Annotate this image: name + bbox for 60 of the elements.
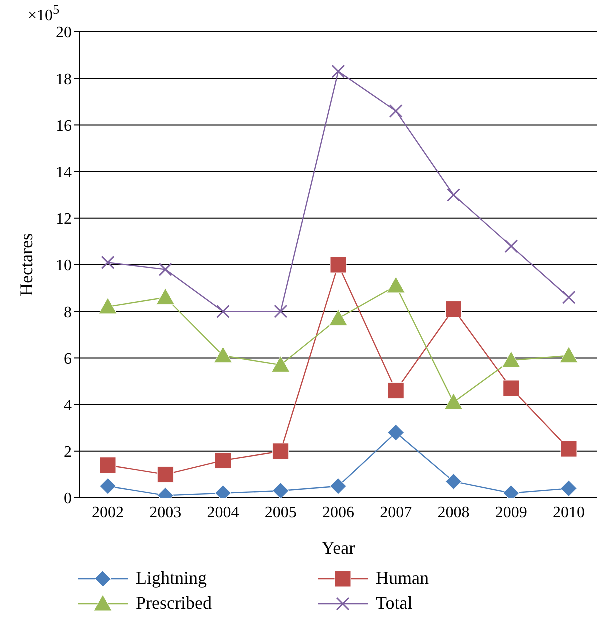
point	[272, 443, 290, 460]
point	[216, 304, 230, 318]
point	[388, 382, 404, 400]
x-tick-label: 2003	[150, 504, 182, 522]
x-tick-label: 2007	[380, 504, 412, 522]
point	[560, 440, 578, 458]
x-tick-label: 2005	[264, 504, 297, 522]
point	[272, 482, 290, 498]
point	[100, 457, 116, 474]
y-tick-label: 4	[64, 397, 72, 414]
legend-label: Human	[376, 568, 429, 589]
x-tick-label: 2008	[438, 504, 470, 522]
x-axis-title: Year	[322, 538, 356, 558]
point	[504, 240, 518, 254]
text: ×10$^{5}$	[28, 2, 60, 26]
point	[330, 478, 347, 495]
x-tick-label: 2009	[495, 504, 528, 522]
point	[100, 478, 116, 495]
y-tick-label: 12	[56, 211, 72, 228]
point	[98, 298, 118, 314]
point	[503, 380, 520, 397]
y-axis-title: Hectares	[16, 234, 36, 296]
point	[560, 346, 578, 364]
y-tick-label: 14	[56, 164, 72, 182]
point	[274, 304, 288, 318]
point	[386, 276, 406, 294]
point	[157, 466, 174, 483]
point	[562, 290, 576, 304]
point	[446, 473, 462, 490]
point	[215, 452, 232, 469]
point	[444, 393, 463, 410]
point	[272, 356, 290, 372]
y-tick-label: 16	[56, 118, 72, 135]
point	[447, 188, 460, 202]
legend-label: Prescribed	[136, 593, 212, 614]
x-tick-label: 2002	[92, 504, 124, 522]
y-tick-label: 0	[64, 490, 72, 508]
y-tick-label: 2	[64, 444, 72, 462]
y-tick-label: 6	[64, 350, 72, 368]
legend-label: Lightning	[136, 568, 207, 589]
x-tick-label: 2004	[207, 504, 240, 522]
point	[101, 256, 115, 270]
point	[389, 104, 403, 118]
y-tick-label: 10	[56, 258, 72, 275]
point	[329, 309, 348, 326]
y-tick-label: 18	[56, 71, 72, 88]
x-tick-label: 2006	[322, 504, 354, 522]
y-tick-label: 20	[56, 24, 72, 42]
point	[560, 480, 578, 497]
point	[332, 64, 346, 78]
point	[502, 351, 521, 368]
point	[214, 346, 232, 364]
point	[158, 262, 172, 276]
point	[446, 301, 462, 318]
point	[156, 288, 175, 305]
point	[388, 424, 404, 442]
point	[330, 256, 347, 274]
legend-label: Total	[376, 593, 413, 614]
x-tick-label: 2010	[553, 504, 585, 522]
y-tick-label: 8	[64, 304, 72, 322]
